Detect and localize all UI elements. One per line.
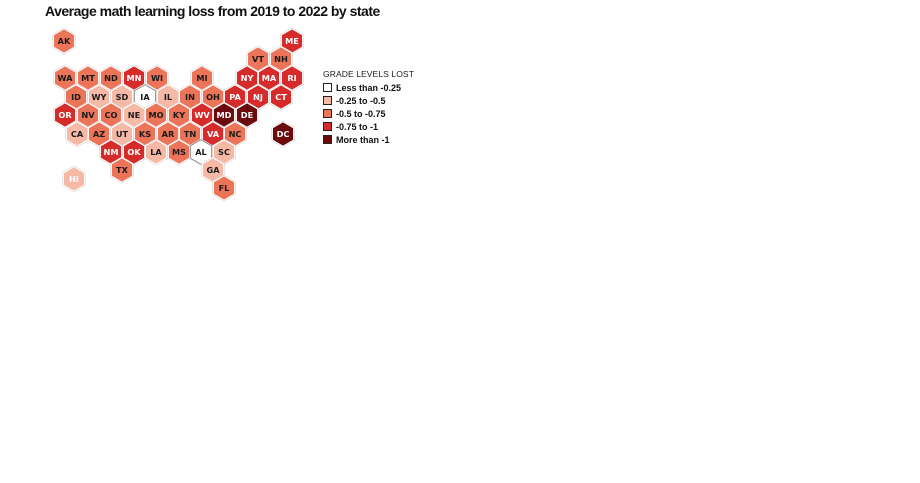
state-hex-la: LA [144,138,168,166]
legend-label: Less than -0.25 [336,82,402,93]
state-label: CA [71,129,84,139]
legend-swatch [323,83,332,92]
state-hex-shape [269,84,293,110]
state-label: RI [287,73,296,83]
legend-label: -0.75 to -1 [336,121,379,132]
state-hex-shape [53,102,77,128]
state-hex-ms: MS [167,138,191,166]
state-label: IL [164,92,172,102]
legend-item: More than -1 [323,133,414,146]
state-hex-shape [110,157,134,183]
state-label: NE [128,110,140,120]
state-hex-shape [87,121,111,147]
state-label: NC [229,129,242,139]
state-label: CO [105,110,118,120]
state-label: LA [150,147,162,157]
legend-item: -0.75 to -1 [323,120,414,133]
state-label: UT [116,129,129,139]
state-label: WV [194,110,210,120]
state-hex-ct: CT [269,83,293,111]
state-hex-ca: CA [65,120,89,148]
state-label: OK [127,147,141,157]
legend-label: -0.5 to -0.75 [336,108,386,119]
state-label: OH [206,92,220,102]
state-label: KS [139,129,151,139]
state-hex-tn: TN [178,120,202,148]
state-label: IA [140,92,150,102]
state-hex-fl: FL [212,174,236,202]
state-hex-or: OR [53,101,77,129]
state-label: TX [116,165,129,175]
state-label: ME [285,36,299,46]
legend-label: More than -1 [336,134,390,145]
state-label: AL [195,147,207,157]
state-label: AR [162,129,175,139]
legend-item: Less than -0.25 [323,81,414,94]
state-label: GA [206,165,220,175]
state-hex-shape [212,175,236,201]
legend-swatch [323,109,332,118]
state-label: WA [58,73,74,83]
state-label: AZ [93,129,105,139]
state-label: NH [274,54,288,64]
state-hex-wy: WY [87,83,111,111]
legend-item: -0.25 to -0.5 [323,94,414,107]
state-label: ND [104,73,118,83]
state-label: HI [69,174,79,184]
state-label: VA [207,129,220,139]
legend-swatch [323,96,332,105]
state-label: IN [185,92,195,102]
state-label: NY [241,73,255,83]
state-label: CT [275,92,287,102]
state-label: MS [172,147,186,157]
state-hex-shape [144,139,168,165]
state-label: MI [196,73,207,83]
state-hex-nd: ND [99,64,123,92]
state-hex-de: DE [235,101,259,129]
state-label: TN [184,129,197,139]
legend-title: GRADE LEVELS LOST [323,69,414,79]
state-label: DE [241,110,253,120]
state-label: MO [148,110,163,120]
state-label: PA [229,92,241,102]
state-hex-shape [235,102,259,128]
state-hex-shape [52,28,76,54]
legend-item: -0.5 to -0.75 [323,107,414,120]
state-label: WI [151,73,163,83]
state-hex-ia: IA [133,83,157,111]
state-label: MT [81,73,95,83]
state-label: AK [58,36,71,46]
legend-swatch [323,122,332,131]
state-label: NV [81,110,95,120]
state-label: NJ [253,92,263,102]
state-label: SD [116,92,129,102]
chart-title: Average math learning loss from 2019 to … [45,3,380,19]
state-hex-tx: TX [110,156,134,184]
state-label: VT [252,54,264,64]
state-hex-az: AZ [87,120,111,148]
legend: GRADE LEVELS LOST Less than -0.25 -0.25 … [323,69,414,146]
state-hex-hi: HI [62,165,86,193]
state-hex-al: AL [189,138,213,166]
legend-label: -0.25 to -0.5 [336,95,386,106]
state-label: FL [219,183,230,193]
state-label: DC [277,129,290,139]
state-label: WY [92,92,108,102]
state-hex-dc: DC [271,120,295,148]
legend-swatch [323,135,332,144]
state-label: MD [217,110,232,120]
state-hex-shape [190,139,212,165]
state-label: OR [58,110,72,120]
state-label: ID [71,92,81,102]
state-label: MN [127,73,142,83]
state-label: KY [173,110,186,120]
state-hex-ak: AK [52,27,76,55]
state-hex-shape [62,166,86,192]
state-hex-wa: WA [53,64,77,92]
state-label: SC [218,147,230,157]
state-label: NM [104,147,119,157]
state-hex-shape [271,121,295,147]
state-label: MA [262,73,277,83]
